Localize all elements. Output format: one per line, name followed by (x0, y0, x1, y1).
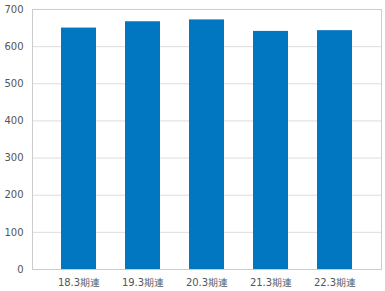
svg-text:20.3期連: 20.3期連 (186, 277, 228, 288)
svg-text:400: 400 (4, 115, 23, 126)
svg-text:18.3期連: 18.3期連 (58, 277, 100, 288)
svg-text:19.3期連: 19.3期連 (122, 277, 164, 288)
svg-text:700: 700 (4, 4, 23, 15)
svg-text:500: 500 (4, 78, 23, 89)
svg-text:0: 0 (17, 264, 23, 275)
svg-text:100: 100 (4, 227, 23, 238)
svg-text:21.3期連: 21.3期連 (250, 277, 292, 288)
svg-text:600: 600 (4, 41, 23, 52)
svg-text:22.3期連: 22.3期連 (314, 277, 356, 288)
svg-text:200: 200 (4, 189, 23, 200)
svg-text:300: 300 (4, 152, 23, 163)
